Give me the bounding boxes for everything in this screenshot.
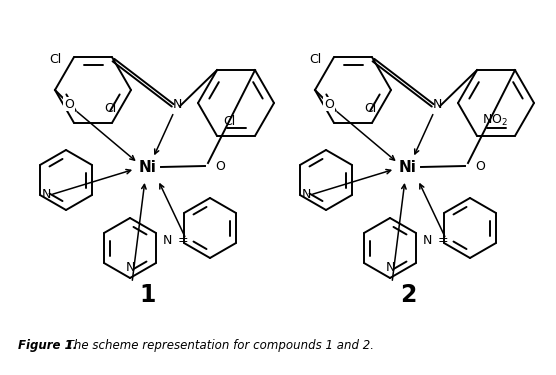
- Text: N: N: [172, 98, 182, 111]
- Text: The scheme representation for compounds 1 and 2.: The scheme representation for compounds …: [63, 339, 374, 351]
- Text: N: N: [433, 98, 441, 111]
- Text: Cl: Cl: [49, 53, 62, 66]
- Text: N: N: [125, 261, 135, 274]
- Text: N: N: [302, 188, 311, 201]
- Text: N: N: [423, 234, 432, 248]
- Text: Cl: Cl: [310, 53, 322, 66]
- Text: O: O: [64, 98, 74, 111]
- Text: 1: 1: [140, 283, 156, 307]
- Text: Ni: Ni: [139, 160, 157, 176]
- Text: O: O: [215, 159, 225, 172]
- Text: Ni: Ni: [399, 160, 417, 176]
- Text: Cl: Cl: [223, 115, 235, 128]
- Text: N: N: [163, 234, 172, 248]
- Text: O: O: [475, 159, 485, 172]
- Text: Figure 1.: Figure 1.: [18, 339, 77, 351]
- Text: O: O: [324, 98, 334, 111]
- Text: 2: 2: [400, 283, 416, 307]
- Text: =: =: [438, 234, 449, 248]
- Text: N: N: [42, 188, 51, 201]
- Text: NO$_2$: NO$_2$: [482, 113, 508, 128]
- Text: Cl: Cl: [364, 102, 376, 115]
- Text: Cl: Cl: [104, 102, 116, 115]
- Text: =: =: [178, 234, 188, 248]
- Text: N: N: [385, 261, 395, 274]
